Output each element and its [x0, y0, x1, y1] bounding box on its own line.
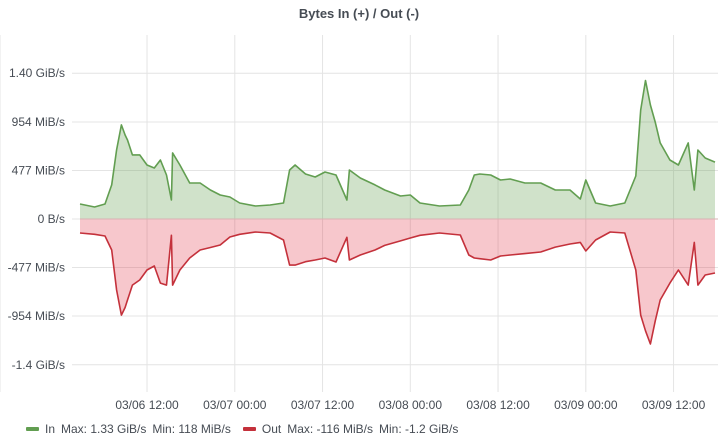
x-axis: 03/06 12:00 03/07 00:00 03/07 12:00 03/08 0…: [115, 398, 705, 412]
y-tick-label: -954 MiB/s: [8, 309, 65, 323]
x-tick-label: 03/07 00:00: [203, 398, 267, 412]
legend-out-swatch: [242, 427, 256, 431]
x-tick-label: 03/08 00:00: [379, 398, 443, 412]
series-areas: [79, 79, 718, 345]
legend-in-swatch: [26, 427, 39, 431]
chart-title: Bytes In (+) / Out (-): [298, 6, 420, 21]
legend-in-min: Min: 118 MiB/s: [152, 422, 231, 436]
x-tick-label: 03/07 12:00: [291, 398, 355, 412]
legend-in-max: Max: 1.33 GiB/s: [61, 422, 147, 436]
legend-out-min: Min: -1.2 GiB/s: [379, 422, 459, 436]
x-tick-label: 03/08 12:00: [466, 398, 530, 412]
y-axis: 1.40 GiB/s 954 MiB/s 477 MiB/s 0 B/s -477 Mi…: [8, 66, 65, 372]
y-tick-label: 477 MiB/s: [12, 164, 65, 178]
series-in-area: [80, 80, 715, 219]
series-out-area: [80, 219, 715, 344]
y-tick-label: 1.40 GiB/s: [9, 66, 65, 80]
legend: In Max: 1.33 GiB/s Min: 118 MiB/s Out Ma…: [26, 422, 464, 436]
series-out-line: [79, 231, 716, 345]
legend-in-label[interactable]: In: [45, 422, 56, 436]
series-in-line: [79, 79, 716, 208]
x-tick-label: 03/09 00:00: [554, 398, 618, 412]
y-tick-label: -1.4 GiB/s: [12, 358, 65, 372]
y-tick-label: 954 MiB/s: [12, 115, 65, 129]
y-tick-label: 0 B/s: [38, 212, 65, 226]
x-tick-label: 03/09 12:00: [642, 398, 706, 412]
legend-out-max: Max: -116 MiB/s: [287, 422, 374, 436]
legend-out-label[interactable]: Out: [261, 422, 282, 436]
y-tick-label: -477 MiB/s: [8, 261, 65, 275]
x-tick-label: 03/06 12:00: [115, 398, 179, 412]
